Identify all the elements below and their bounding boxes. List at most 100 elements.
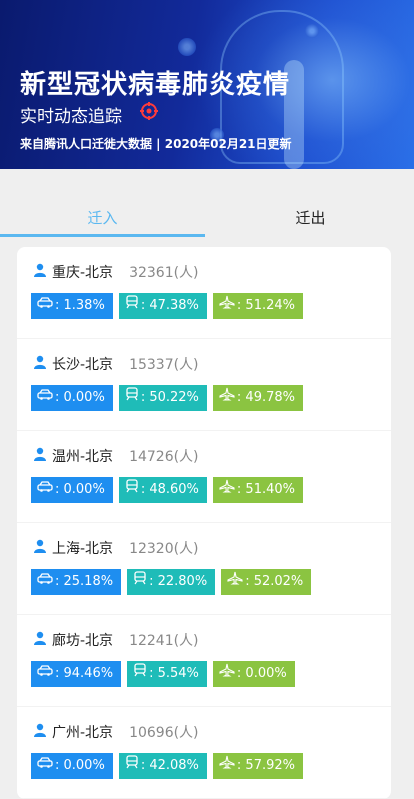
car-share-badge: : 0.00% — [31, 477, 113, 503]
route-list: 重庆-北京 32361(人) : 1.38% : 47.38% : 51.24% 长沙-北… — [17, 247, 391, 799]
train-icon — [125, 385, 141, 411]
train-share-badge: : 42.08% — [118, 753, 207, 779]
car-share-badge: : 0.00% — [31, 385, 113, 411]
car-share-value: : 0.00% — [55, 758, 105, 773]
route-row: 长沙-北京 15337(人) : 0.00% : 50.22% : 49.78% — [17, 339, 391, 431]
lung-illustration — [220, 10, 344, 164]
plane-share-badge: : 52.02% — [221, 569, 312, 595]
plane-icon — [219, 293, 237, 319]
target-icon — [140, 102, 158, 120]
plane-share-value: : 51.24% — [236, 298, 295, 313]
train-icon — [133, 661, 149, 687]
route-row: 广州-北京 10696(人) : 0.00% : 42.08% : 57.92% — [17, 707, 391, 799]
traveler-count: 15337(人) — [129, 357, 199, 373]
plane-share-badge: : 51.40% — [212, 477, 303, 503]
transport-share-badges: : 1.38% : 47.38% : 51.24% — [31, 293, 309, 319]
traveler-count: 14726(人) — [129, 449, 199, 465]
train-icon — [125, 293, 141, 319]
route-row: 廊坊-北京 12241(人) : 94.46% : 5.54% : 0.00% — [17, 615, 391, 707]
traveler-count: 12320(人) — [129, 541, 199, 557]
plane-share-value: : 57.92% — [236, 758, 295, 773]
data-source-text: 来自腾讯人口迁徙大数据 | 2020年02月21日更新 — [20, 137, 292, 151]
plane-share-value: : 52.02% — [245, 574, 304, 589]
plane-icon — [219, 753, 237, 779]
person-icon — [34, 355, 52, 373]
route-header: 温州-北京 14726(人) — [34, 446, 199, 466]
car-share-badge: : 94.46% — [31, 661, 122, 687]
car-icon — [37, 753, 55, 779]
car-icon — [37, 661, 55, 687]
banner-subtitle: 实时动态追踪 — [20, 107, 122, 127]
train-share-badge: : 48.60% — [118, 477, 207, 503]
route-header: 重庆-北京 32361(人) — [34, 262, 199, 282]
car-share-badge: : 0.00% — [31, 753, 113, 779]
train-share-value: : 50.22% — [140, 390, 199, 405]
header-banner: 新型冠状病毒肺炎疫情 实时动态追踪 来自腾讯人口迁徙大数据 | 2020年02月… — [0, 0, 414, 169]
route-header: 广州-北京 10696(人) — [34, 722, 199, 742]
plane-icon — [227, 569, 245, 595]
train-icon — [133, 569, 149, 595]
virus-icon — [305, 24, 319, 38]
car-share-badge: : 25.18% — [31, 569, 122, 595]
train-share-value: : 42.08% — [140, 758, 199, 773]
car-icon — [37, 385, 55, 411]
transport-share-badges: : 0.00% : 48.60% : 51.40% — [31, 477, 309, 503]
tab-outbound[interactable]: 迁出 — [295, 209, 326, 227]
train-share-value: : 47.38% — [140, 298, 199, 313]
plane-share-value: : 51.40% — [236, 482, 295, 497]
train-icon — [125, 477, 141, 503]
plane-share-badge: : 49.78% — [212, 385, 303, 411]
plane-share-value: : 49.78% — [236, 390, 295, 405]
virus-icon — [210, 128, 224, 142]
plane-share-value: : 0.00% — [236, 666, 287, 681]
route-row: 上海-北京 12320(人) : 25.18% : 22.80% : 52.02% — [17, 523, 391, 615]
virus-icon — [178, 38, 196, 56]
active-tab-indicator — [0, 234, 205, 237]
car-share-value: : 1.38% — [55, 298, 105, 313]
train-icon — [125, 753, 141, 779]
train-share-badge: : 22.80% — [127, 569, 216, 595]
traveler-count: 12241(人) — [129, 633, 199, 649]
car-icon — [37, 569, 55, 595]
person-icon — [34, 263, 52, 281]
person-icon — [34, 447, 52, 465]
plane-share-badge: : 51.24% — [212, 293, 303, 319]
plane-icon — [219, 661, 237, 687]
train-share-badge: : 47.38% — [118, 293, 207, 319]
train-share-value: : 5.54% — [149, 666, 199, 681]
train-share-badge: : 5.54% — [127, 661, 207, 687]
route-row: 温州-北京 14726(人) : 0.00% : 48.60% : 51.40% — [17, 431, 391, 523]
car-share-value: : 94.46% — [55, 666, 114, 681]
plane-share-badge: : 0.00% — [212, 661, 295, 687]
route-header: 长沙-北京 15337(人) — [34, 354, 199, 374]
route-name: 长沙-北京 — [52, 357, 114, 373]
traveler-count: 32361(人) — [129, 265, 199, 281]
route-name: 上海-北京 — [52, 541, 114, 557]
route-header: 廊坊-北京 12241(人) — [34, 630, 199, 650]
traveler-count: 10696(人) — [129, 725, 199, 741]
route-name: 广州-北京 — [52, 725, 114, 741]
plane-icon — [219, 477, 237, 503]
train-share-value: : 22.80% — [149, 574, 208, 589]
car-icon — [37, 477, 55, 503]
plane-share-badge: : 57.92% — [212, 753, 303, 779]
person-icon — [34, 631, 52, 649]
plane-icon — [219, 385, 237, 411]
car-share-value: : 0.00% — [55, 390, 105, 405]
person-icon — [34, 723, 52, 741]
route-name: 温州-北京 — [52, 449, 114, 465]
route-row: 重庆-北京 32361(人) : 1.38% : 47.38% : 51.24% — [17, 247, 391, 339]
trachea-illustration — [284, 60, 304, 169]
route-name: 重庆-北京 — [52, 265, 114, 281]
tab-bar: 迁入 迁出 — [0, 169, 414, 237]
transport-share-badges: : 25.18% : 22.80% : 52.02% — [31, 569, 317, 595]
tab-inbound[interactable]: 迁入 — [87, 209, 118, 227]
car-share-value: : 25.18% — [55, 574, 114, 589]
banner-title: 新型冠状病毒肺炎疫情 — [20, 70, 291, 100]
route-name: 廊坊-北京 — [52, 633, 114, 649]
car-share-value: : 0.00% — [55, 482, 105, 497]
car-share-badge: : 1.38% — [31, 293, 113, 319]
car-icon — [37, 293, 55, 319]
person-icon — [34, 539, 52, 557]
route-header: 上海-北京 12320(人) — [34, 538, 199, 558]
